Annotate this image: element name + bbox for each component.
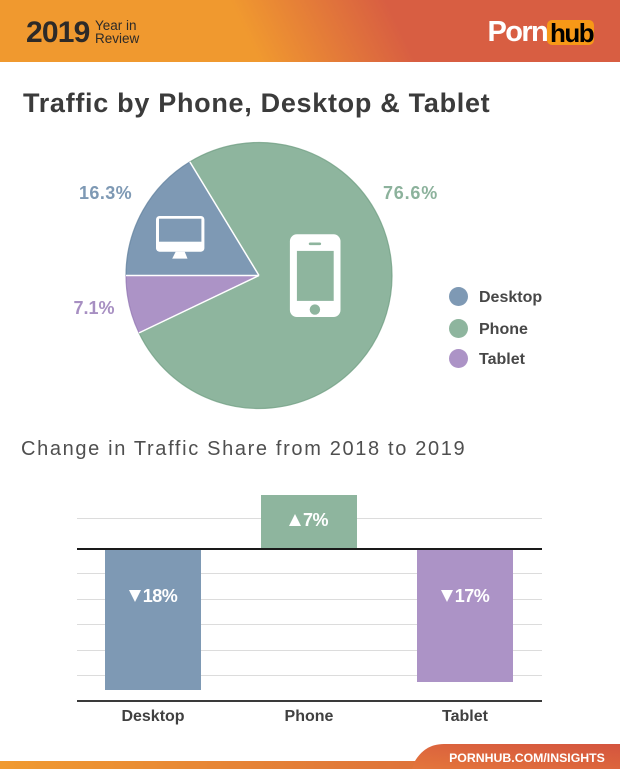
svg-text:PORNHUB.COM/INSIGHTS: PORNHUB.COM/INSIGHTS bbox=[449, 751, 605, 765]
